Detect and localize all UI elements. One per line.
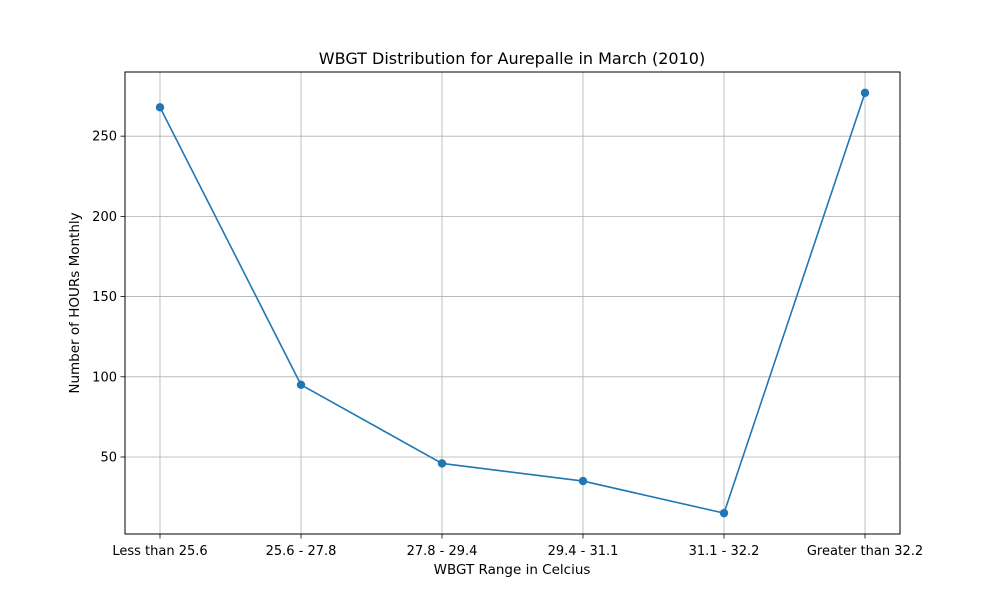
x-axis-label: WBGT Range in Celcius bbox=[434, 562, 591, 578]
x-tick-label: 25.6 - 27.8 bbox=[266, 544, 337, 559]
y-tick-label: 100 bbox=[92, 370, 117, 385]
y-tick-label: 150 bbox=[92, 290, 117, 305]
x-tick-label: 29.4 - 31.1 bbox=[548, 544, 619, 559]
x-tick-label: 31.1 - 32.2 bbox=[689, 544, 760, 559]
chart-title: WBGT Distribution for Aurepalle in March… bbox=[319, 49, 705, 68]
y-tick-label: 200 bbox=[92, 210, 117, 225]
x-tick-label: 27.8 - 29.4 bbox=[407, 544, 478, 559]
data-point bbox=[296, 380, 306, 390]
data-point bbox=[437, 459, 447, 468]
grid-lines bbox=[125, 72, 900, 534]
axis-ticks: Less than 25.6 25.6 - 27.8 27.8 - 29.4 29.4… bbox=[92, 130, 923, 559]
data-point bbox=[578, 476, 588, 486]
y-axis-label: Number of HOURs Monthly bbox=[67, 212, 83, 393]
data-point bbox=[719, 508, 729, 518]
x-tick-label: Less than 25.6 bbox=[112, 544, 207, 559]
y-tick-label: 50 bbox=[100, 451, 117, 466]
series-line bbox=[159, 92, 866, 514]
data-point bbox=[155, 103, 165, 112]
plot-area-frame bbox=[124, 71, 901, 535]
data-point bbox=[860, 88, 870, 98]
x-tick-label: Greater than 32.2 bbox=[807, 544, 923, 559]
series-layer bbox=[155, 88, 870, 518]
y-tick-label: 250 bbox=[92, 130, 117, 145]
